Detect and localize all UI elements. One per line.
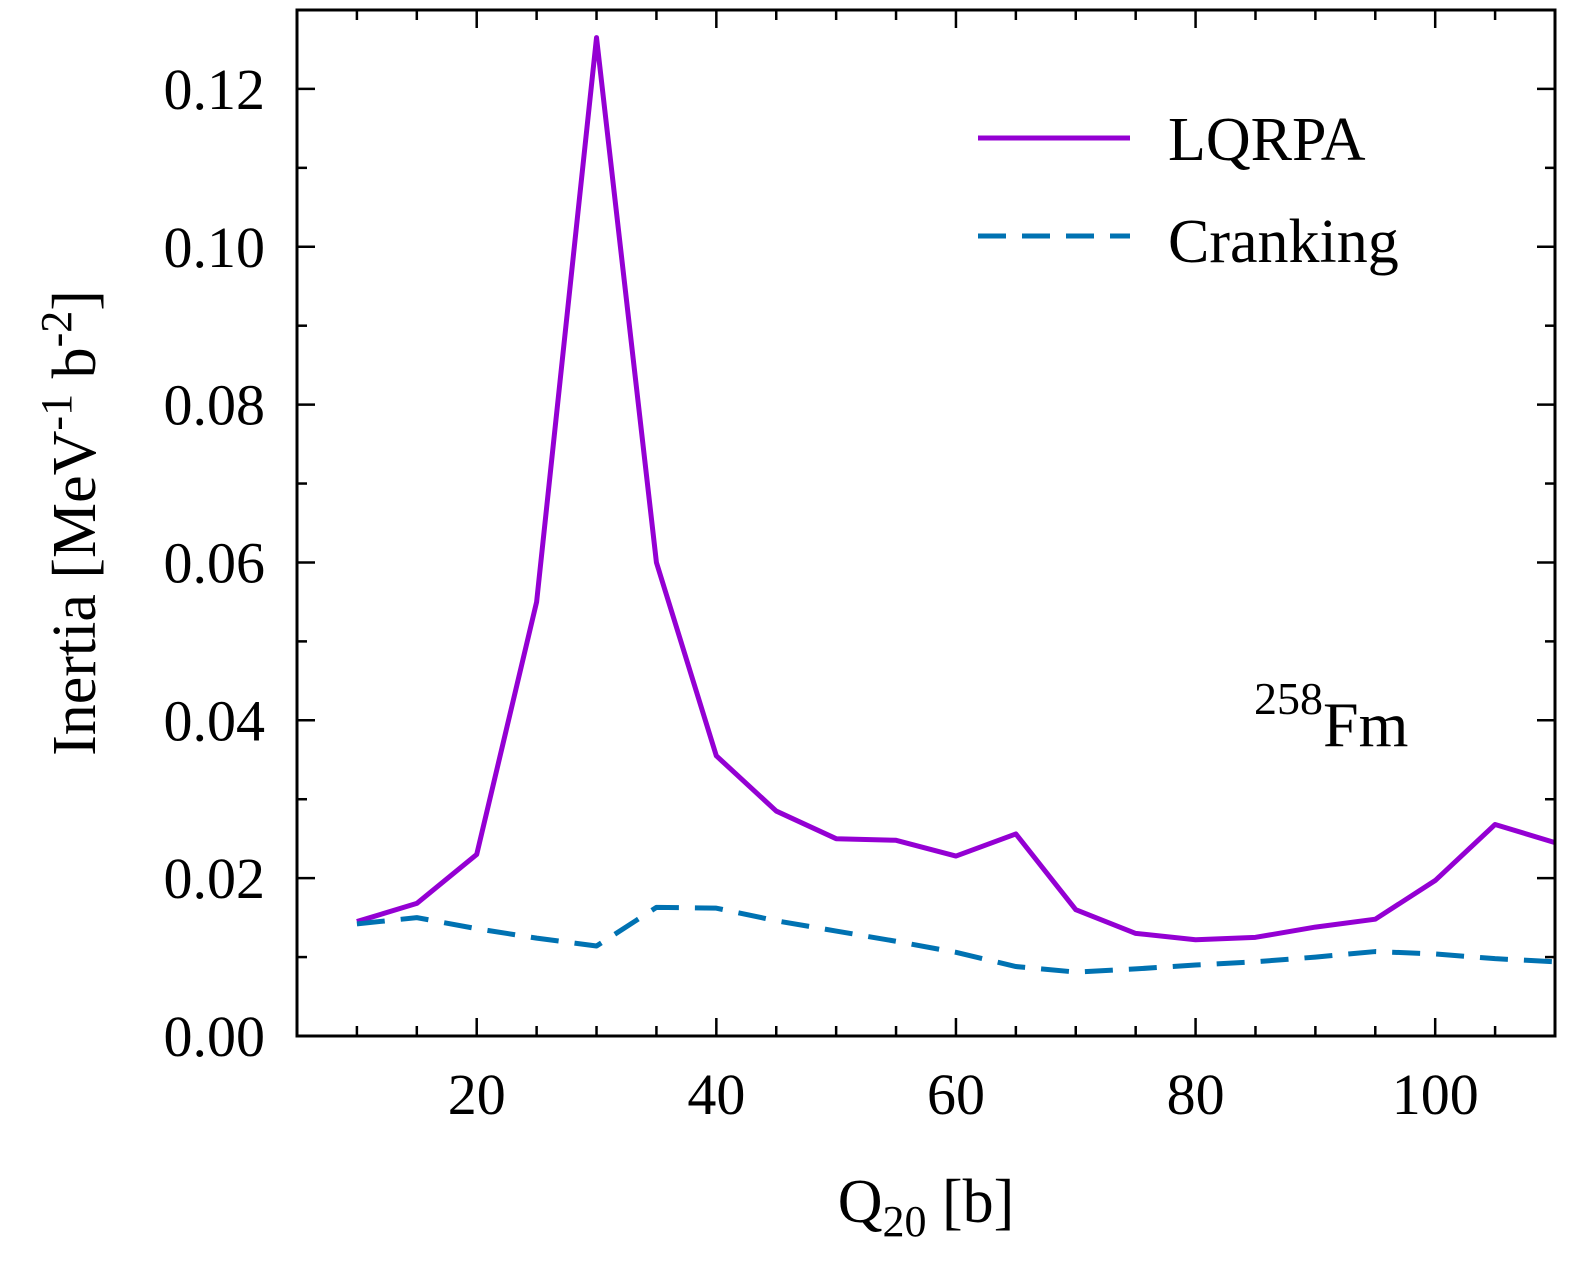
x-axis-label-rest: [b]: [926, 1168, 1014, 1236]
x-tick-label: 20: [448, 1062, 506, 1127]
x-tick-label: 100: [1392, 1062, 1479, 1127]
y-axis-label-sup2: -2: [32, 311, 81, 348]
nucleus-annotation: 258Fm: [1254, 673, 1408, 760]
x-tick-label: 60: [927, 1062, 985, 1127]
tick-labels-layer: 20 40 60 80 100 0.00 0.02 0.04 0.06 0.08 0.10 0.12: [164, 57, 1479, 1127]
x-tick-label: 40: [687, 1062, 745, 1127]
y-tick-label: 0.00: [164, 1004, 266, 1069]
nucleus-symbol: Fm: [1323, 689, 1408, 760]
x-tick-label: 80: [1167, 1062, 1225, 1127]
series-line-lqrpa: [356, 35, 1556, 943]
y-tick-label: 0.06: [164, 530, 266, 595]
y-tick-label: 0.12: [164, 57, 266, 122]
plot-frame: [295, 8, 1557, 1038]
series-layer: [356, 35, 1556, 975]
y-axis-label: Inertia [MeV-1 b-2]: [32, 290, 109, 756]
y-tick-label: 0.02: [164, 846, 266, 911]
series-line-cranking: [356, 904, 1556, 975]
y-tick-label: 0.10: [164, 215, 266, 280]
legend-label-lqrpa: LQRPA: [1168, 106, 1366, 174]
x-axis-label-subscript: 20: [882, 1197, 926, 1246]
x-axis-label-main: Q: [838, 1168, 883, 1236]
y-axis-label-end: ]: [41, 290, 109, 311]
legend: LQRPA Cranking: [978, 106, 1399, 276]
y-tick-label: 0.08: [164, 373, 266, 438]
legend-label-cranking: Cranking: [1168, 208, 1399, 276]
y-axis-label-mid: b: [41, 347, 109, 394]
y-axis-label-main: Inertia [MeV: [41, 430, 109, 756]
y-tick-label: 0.04: [164, 688, 266, 753]
nucleus-mass-number: 258: [1254, 673, 1323, 724]
ticks-layer: [295, 8, 1557, 1038]
y-axis-label-sup1: -1: [32, 394, 81, 431]
x-axis-label: Q20 [b]: [838, 1168, 1015, 1246]
